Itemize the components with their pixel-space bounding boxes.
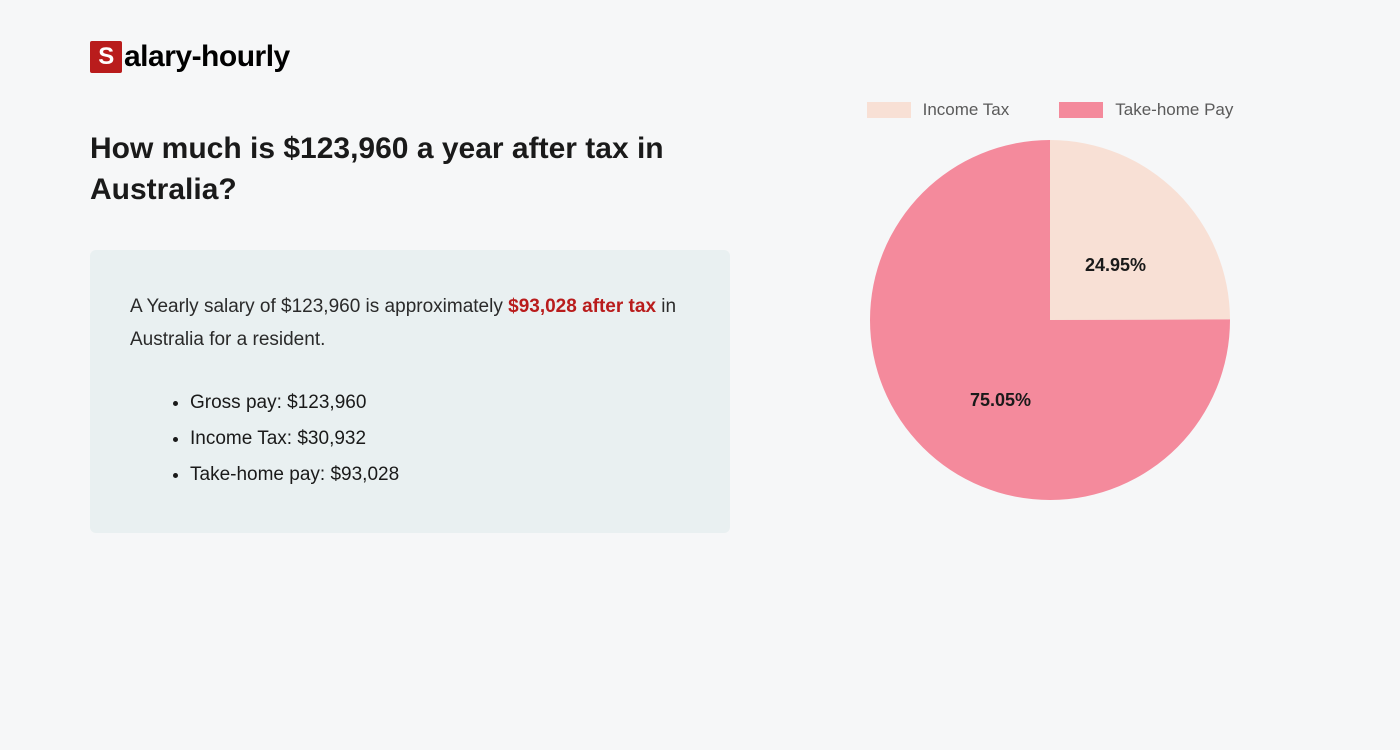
right-column: Income Tax Take-home Pay 24.95% 75.05%: [770, 40, 1330, 710]
bullet-item: Take-home pay: $93,028: [190, 457, 690, 493]
pie-svg: [870, 140, 1230, 500]
pie-slice-label: 24.95%: [1085, 255, 1146, 276]
legend-item-income-tax: Income Tax: [867, 100, 1010, 120]
chart-legend: Income Tax Take-home Pay: [867, 100, 1234, 120]
summary-text: A Yearly salary of $123,960 is approxima…: [130, 290, 690, 357]
bullet-item: Income Tax: $30,932: [190, 421, 690, 457]
left-column: Salary-hourly How much is $123,960 a yea…: [90, 40, 770, 710]
page-title: How much is $123,960 a year after tax in…: [90, 129, 730, 210]
summary-highlight: $93,028 after tax: [508, 296, 656, 317]
legend-label: Take-home Pay: [1115, 100, 1233, 120]
pie-slice-label: 75.05%: [970, 390, 1031, 411]
bullet-item: Gross pay: $123,960: [190, 385, 690, 421]
logo-text: alary-hourly: [124, 40, 290, 74]
summary-box: A Yearly salary of $123,960 is approxima…: [90, 250, 730, 533]
pie-chart: 24.95% 75.05%: [870, 140, 1230, 500]
summary-prefix: A Yearly salary of $123,960 is approxima…: [130, 296, 508, 317]
page-container: Salary-hourly How much is $123,960 a yea…: [0, 0, 1400, 750]
legend-label: Income Tax: [923, 100, 1010, 120]
legend-swatch-icon: [1059, 102, 1103, 118]
logo-badge-icon: S: [90, 41, 122, 73]
summary-bullets: Gross pay: $123,960 Income Tax: $30,932 …: [130, 385, 690, 493]
site-logo: Salary-hourly: [90, 40, 730, 74]
legend-item-take-home: Take-home Pay: [1059, 100, 1233, 120]
legend-swatch-icon: [867, 102, 911, 118]
